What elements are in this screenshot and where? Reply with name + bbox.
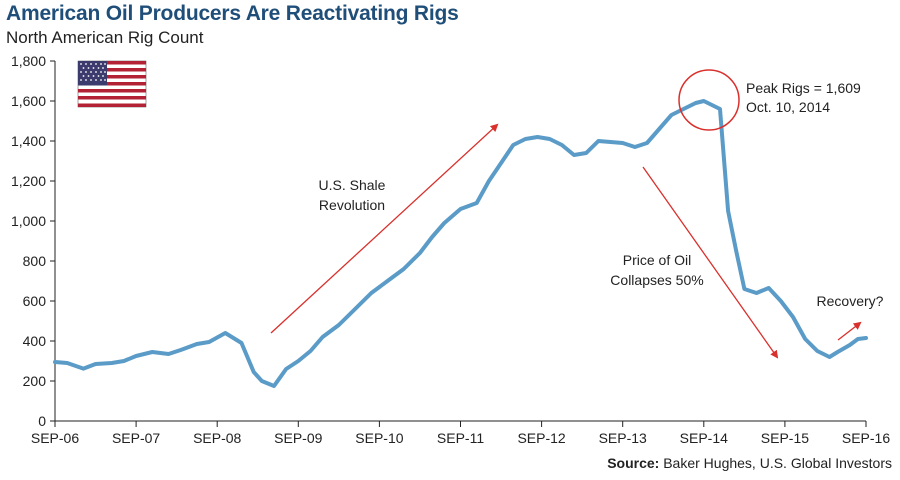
source-text: Baker Hughes, U.S. Global Investors [663,455,892,471]
x-tick-label: SEP-13 [599,430,647,446]
us-flag-icon [77,60,147,108]
y-tick-label: 1,800 [11,53,46,69]
y-axis-ticks: 0 200 400 600 800 1,000 1,200 1,400 1,600 1,800 [11,53,55,429]
y-tick-label: 1,400 [11,133,46,149]
peak-annotation-line1: Peak Rigs = 1,609 [746,80,861,96]
x-tick-label: SEP-10 [355,430,403,446]
peak-highlight-circle [678,69,740,131]
x-axis-ticks: SEP-06 SEP-07 SEP-08 SEP-09 SEP-10 SEP-11 SEP-… [31,421,890,446]
recovery-annotation: Recovery? [817,293,884,309]
y-tick-label: 600 [23,293,47,309]
y-tick-label: 1,000 [11,213,46,229]
y-tick-label: 1,600 [11,93,46,109]
source-label: Source: [607,455,660,471]
shale-annotation-line1: U.S. Shale [319,177,386,193]
y-tick-label: 1,200 [11,173,46,189]
x-tick-label: SEP-08 [193,430,241,446]
y-tick-label: 0 [38,413,46,429]
x-tick-label: SEP-06 [31,430,79,446]
x-tick-label: SEP-11 [437,430,484,446]
x-tick-label: SEP-07 [112,430,160,446]
collapse-arrow [642,166,779,359]
shale-annotation-line2: Revolution [319,197,385,213]
x-tick-label: SEP-14 [680,430,728,446]
y-tick-label: 200 [23,373,47,389]
chart-subtitle: North American Rig Count [6,28,204,47]
rig-count-line [53,99,868,388]
chart-title: American Oil Producers Are Reactivating … [6,2,459,25]
y-tick-label: 800 [23,253,47,269]
recovery-arrow [837,321,862,341]
source-note: Source: Baker Hughes, U.S. Global Invest… [607,455,892,471]
collapse-annotation-line2: Collapses 50% [610,272,703,288]
x-tick-label: SEP-12 [517,430,565,446]
shale-arrow [270,123,499,334]
x-tick-label: SEP-15 [761,430,809,446]
x-tick-label: SEP-16 [842,430,890,446]
y-tick-label: 400 [23,333,47,349]
collapse-annotation-line1: Price of Oil [623,252,691,268]
peak-annotation-line2: Oct. 10, 2014 [746,99,830,115]
x-tick-label: SEP-09 [274,430,322,446]
